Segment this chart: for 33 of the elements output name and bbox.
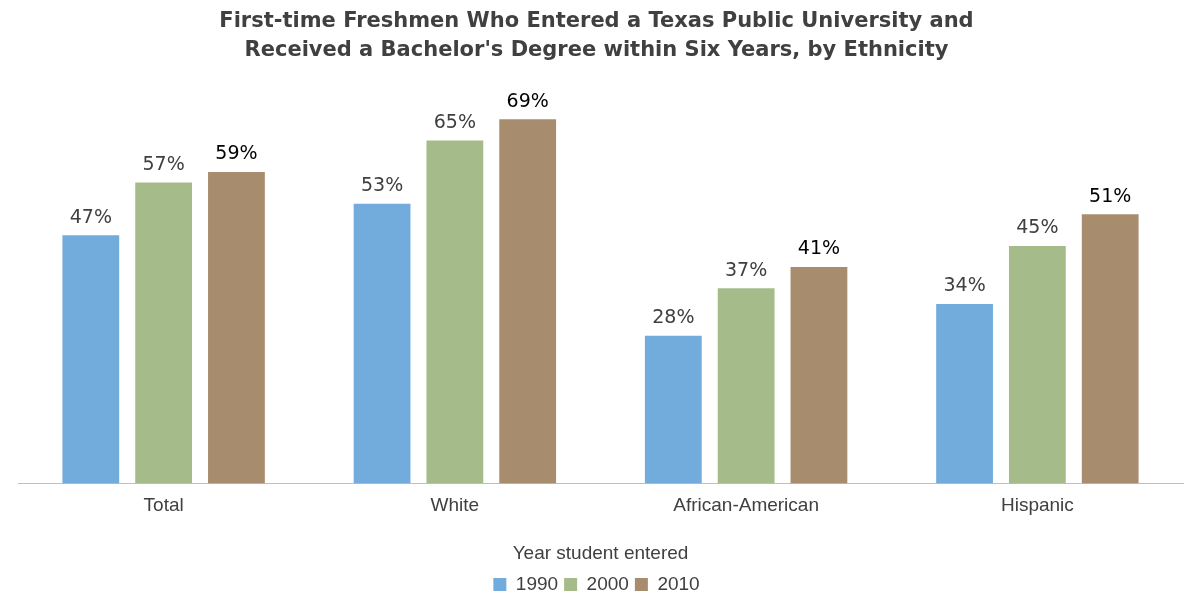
x-tick-label: Total — [143, 494, 184, 516]
data-label: 28% — [652, 305, 695, 328]
bar — [1008, 245, 1066, 484]
data-label: 57% — [142, 152, 185, 175]
x-tick-label: Hispanic — [1000, 494, 1074, 516]
bar — [62, 235, 120, 484]
data-label: 59% — [215, 141, 258, 164]
data-label: 51% — [1089, 183, 1132, 206]
data-label: 65% — [433, 109, 476, 132]
data-label: 34% — [943, 273, 986, 296]
data-label: 69% — [506, 88, 549, 111]
bar — [936, 303, 993, 484]
data-label: 53% — [360, 173, 404, 196]
bar — [353, 203, 411, 484]
legend-label: 1990 — [515, 572, 559, 594]
bar — [717, 288, 775, 484]
legend-label: 2000 — [586, 572, 629, 594]
x-axis-title: Year student entered — [512, 541, 689, 563]
data-label: 41% — [797, 236, 841, 259]
data-label: 45% — [1016, 215, 1059, 238]
bar — [790, 267, 848, 484]
data-label: 47% — [69, 204, 112, 227]
x-tick-label: White — [430, 494, 480, 516]
bar — [499, 119, 557, 484]
bar — [208, 172, 265, 484]
x-tick-label: African-American — [673, 494, 819, 516]
bar — [135, 182, 193, 484]
legend-label: 2010 — [657, 572, 700, 594]
bar — [644, 335, 702, 484]
bar — [426, 140, 484, 484]
chart-title: First-time Freshmen Who Entered a Texas Public University and Received a Bachelor's Degree within Six Years, by Ethnicity — [218, 7, 975, 63]
data-label: 37% — [725, 257, 768, 280]
bar — [1081, 214, 1139, 484]
